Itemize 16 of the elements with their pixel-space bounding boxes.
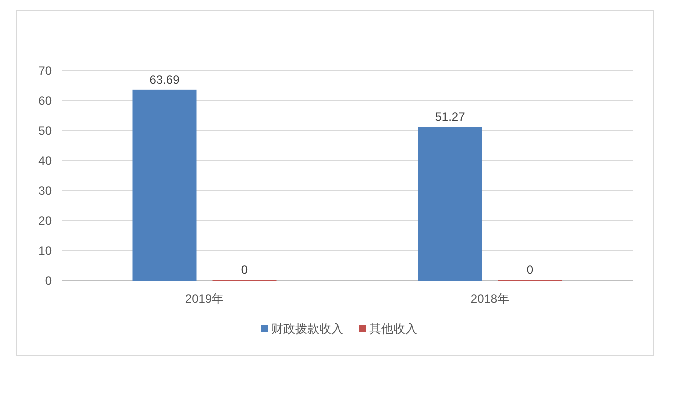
data-label: 0 (241, 263, 248, 277)
y-tick-label: 20 (38, 214, 52, 228)
data-label: 0 (526, 263, 534, 277)
legend-label: 财政拨款收入 (272, 322, 344, 336)
y-tick-label: 0 (45, 274, 52, 288)
y-tick-label: 40 (38, 154, 52, 168)
y-tick-label: 60 (38, 94, 52, 108)
x-tick-label: 2018年 (470, 292, 510, 306)
legend-label: 其他收入 (370, 322, 418, 336)
y-tick-label: 50 (38, 124, 52, 138)
y-tick-label: 30 (38, 184, 52, 198)
y-tick-label: 10 (38, 244, 52, 258)
data-label: 51.27 (435, 110, 466, 124)
data-label: 63.69 (150, 72, 180, 87)
y-tick-label: 70 (38, 64, 52, 78)
x-tick-label: 2019年 (185, 292, 224, 306)
